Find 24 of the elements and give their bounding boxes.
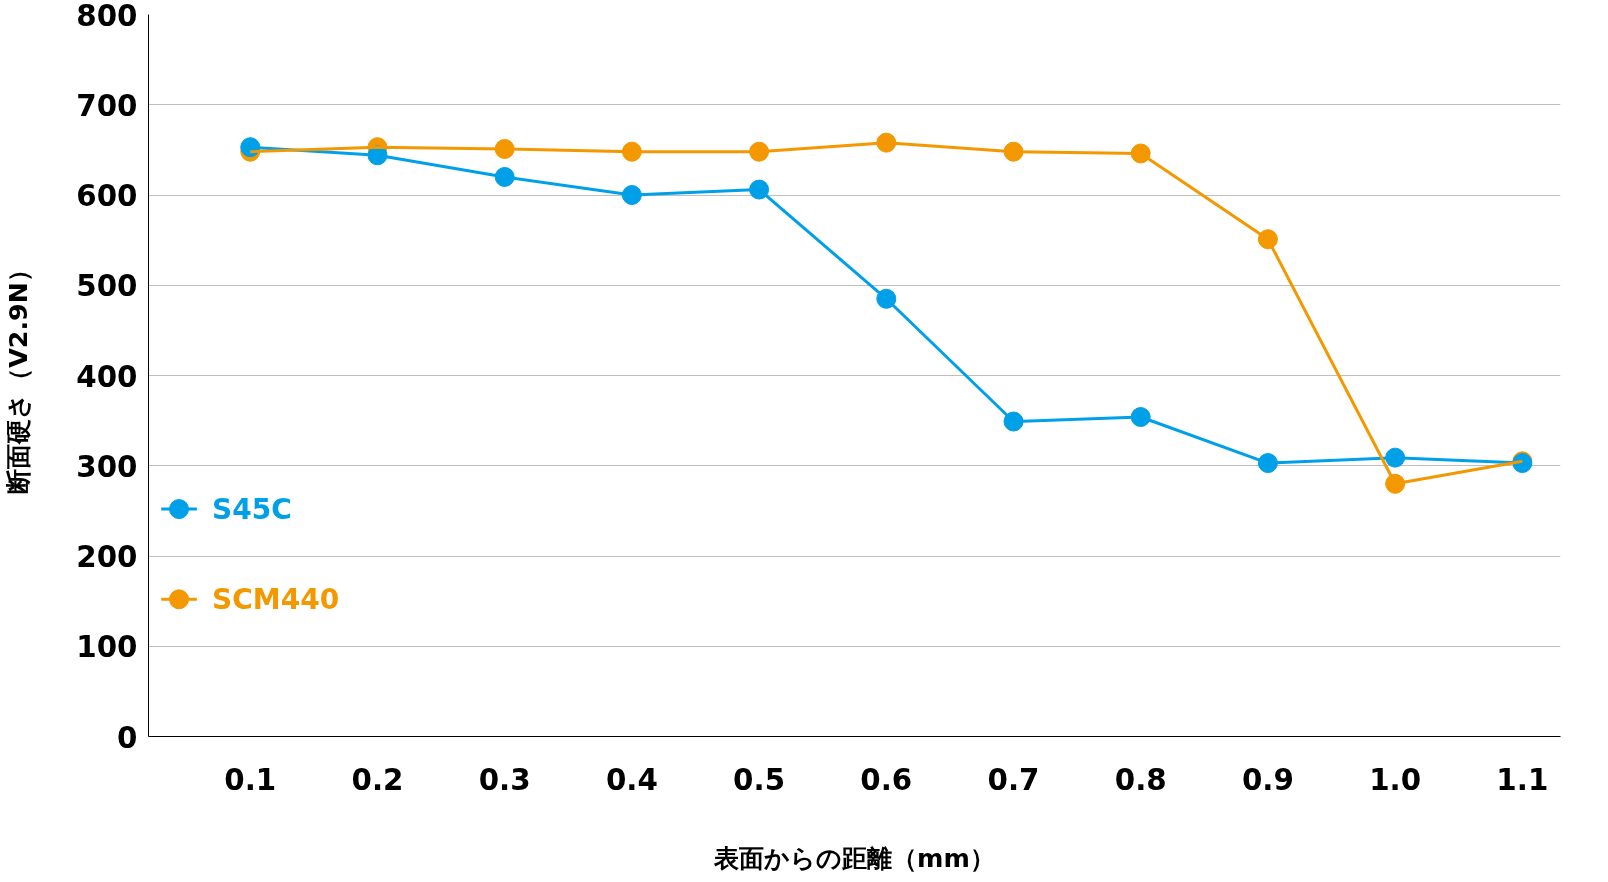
x-tick-label: 0.2 [351, 762, 404, 797]
x-tick-label: 0.7 [987, 762, 1040, 797]
y-axis-title: 断面硬さ（V2.9N） [3, 257, 34, 494]
legend-label: SCM440 [212, 582, 340, 616]
y-tick-label: 500 [76, 269, 138, 304]
x-tick-label: 0.6 [860, 762, 913, 797]
legend-label: S45C [212, 492, 292, 526]
x-tick-label: 0.4 [605, 762, 658, 797]
y-tick-label: 600 [76, 179, 138, 213]
x-tick-label: 0.8 [1114, 762, 1167, 797]
x-tick-label: 0.1 [224, 762, 277, 797]
x-axis-title: 表面からの距離（mm） [713, 842, 995, 873]
x-tick-label: 0.5 [733, 762, 786, 797]
x-tick-label: 0.3 [478, 762, 531, 797]
y-tick-label: 200 [76, 540, 138, 574]
y-tick-label: 300 [76, 449, 138, 484]
x-tick-label: 0.9 [1241, 762, 1294, 797]
y-tick-label: 700 [76, 88, 138, 123]
y-tick-label: 400 [76, 359, 138, 394]
y-tick-label: 0 [117, 720, 138, 755]
y-tick-label: 800 [76, 0, 138, 33]
y-tick-label: 100 [76, 630, 138, 665]
x-tick-label: 1.0 [1369, 762, 1422, 797]
x-tick-label: 1.1 [1496, 762, 1549, 797]
